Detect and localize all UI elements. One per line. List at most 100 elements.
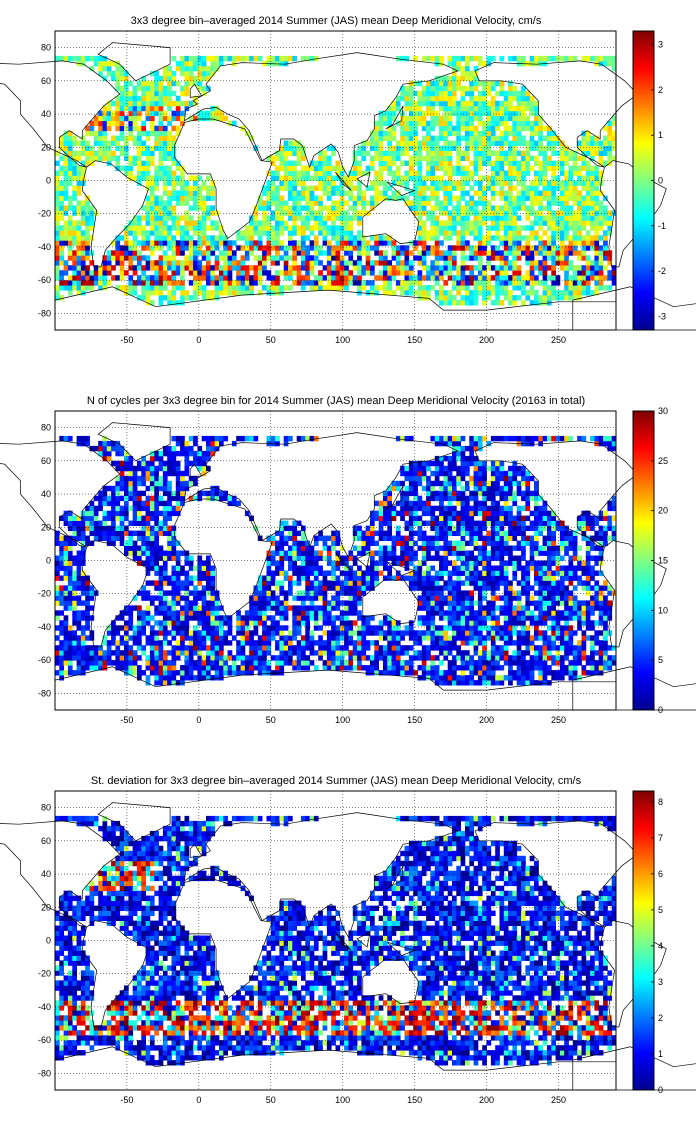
heatmap-cell [594, 180, 600, 186]
heatmap-cell [460, 275, 466, 281]
heatmap-cell [529, 155, 535, 161]
heatmap-cell [67, 230, 73, 236]
heatmap-cell [577, 275, 582, 281]
heatmap-cell [352, 235, 358, 241]
coastline [0, 60, 121, 168]
heatmap-cell [124, 225, 129, 231]
heatmap-cell [257, 665, 263, 671]
heatmap-cell [309, 205, 315, 211]
heatmap-cell [292, 270, 297, 276]
heatmap-cell [262, 580, 267, 586]
heatmap-cell [201, 665, 207, 671]
heatmap-cell [417, 290, 423, 296]
heatmap-cell [508, 295, 513, 301]
heatmap-cell [171, 625, 177, 631]
heatmap-cell [124, 510, 129, 517]
heatmap-cell [313, 245, 319, 251]
heatmap-cell [443, 120, 449, 127]
heatmap-cell [193, 195, 198, 201]
heatmap-cell [236, 290, 241, 296]
heatmap-cell [352, 195, 358, 201]
heatmap-cell [85, 515, 90, 521]
heatmap-cell [128, 655, 134, 661]
heatmap-cell [249, 220, 254, 226]
heatmap-cell [465, 155, 470, 161]
heatmap-cell [59, 585, 64, 591]
heatmap-cell [141, 225, 146, 231]
heatmap-cell [162, 220, 168, 226]
heatmap-cell [188, 605, 194, 611]
heatmap-cell [452, 205, 457, 211]
heatmap-cell [67, 55, 73, 62]
heatmap-cell [236, 230, 241, 236]
heatmap-cell [344, 240, 349, 246]
heatmap-cell [482, 150, 487, 156]
heatmap-cell [184, 200, 190, 206]
heatmap-cell [309, 240, 315, 246]
heatmap-cell [249, 655, 254, 661]
heatmap-cell [128, 490, 134, 497]
heatmap-cell [508, 85, 513, 92]
heatmap-cell [365, 150, 371, 156]
heatmap-cell [236, 620, 241, 626]
heatmap-cell [76, 560, 82, 566]
heatmap-cell [162, 130, 168, 137]
heatmap-cell [283, 250, 289, 256]
heatmap-cell [413, 140, 418, 146]
heatmap-cell [201, 645, 207, 651]
heatmap-cell [383, 185, 388, 191]
heatmap-cell [115, 100, 121, 107]
heatmap-cell [154, 270, 159, 276]
heatmap-cell [55, 185, 60, 191]
heatmap-cell [145, 520, 151, 526]
heatmap-cell [512, 215, 518, 221]
heatmap-cell [72, 670, 77, 676]
heatmap-cell [400, 245, 405, 251]
heatmap-cell [175, 470, 181, 477]
heatmap-cell [482, 105, 487, 112]
heatmap-cell [145, 515, 151, 521]
heatmap-cell [193, 440, 198, 447]
heatmap-cell [253, 645, 259, 651]
heatmap-cell [395, 145, 401, 151]
heatmap-cell [465, 75, 470, 82]
heatmap-cell [206, 290, 211, 296]
heatmap-cell [188, 645, 194, 651]
heatmap-cell [538, 130, 543, 137]
heatmap-cell [473, 300, 479, 306]
heatmap-cell [115, 140, 121, 146]
heatmap-cell [262, 635, 267, 641]
heatmap-cell [452, 140, 457, 146]
heatmap-cell [171, 675, 177, 681]
heatmap-cell [555, 295, 561, 301]
heatmap-cell [59, 275, 64, 281]
heatmap-cell [63, 285, 69, 291]
heatmap-cell [188, 635, 194, 641]
heatmap-cell [89, 235, 95, 241]
heatmap-cell [206, 625, 211, 631]
heatmap-cell [555, 245, 561, 251]
heatmap-cell [568, 205, 574, 211]
heatmap-cell [598, 250, 604, 256]
heatmap-cell [452, 255, 457, 261]
heatmap-cell [137, 280, 142, 286]
heatmap-cell [534, 190, 539, 196]
heatmap-cell [59, 280, 64, 286]
heatmap-cell [572, 190, 578, 196]
heatmap-cell [240, 620, 246, 626]
heatmap-cell [231, 265, 237, 271]
heatmap-cell [292, 170, 297, 176]
heatmap-cell [413, 100, 418, 107]
heatmap-cell [318, 170, 323, 176]
heatmap-cell [184, 295, 190, 301]
heatmap-cell [331, 210, 336, 216]
heatmap-cell [460, 135, 466, 141]
heatmap-cell [102, 65, 108, 72]
heatmap-cell [279, 180, 285, 186]
heatmap-cell [158, 245, 164, 251]
heatmap-cell [197, 290, 203, 296]
heatmap-cell [76, 600, 82, 606]
heatmap-cell [197, 115, 203, 122]
heatmap-cell [214, 600, 220, 606]
heatmap-cell [469, 220, 474, 226]
